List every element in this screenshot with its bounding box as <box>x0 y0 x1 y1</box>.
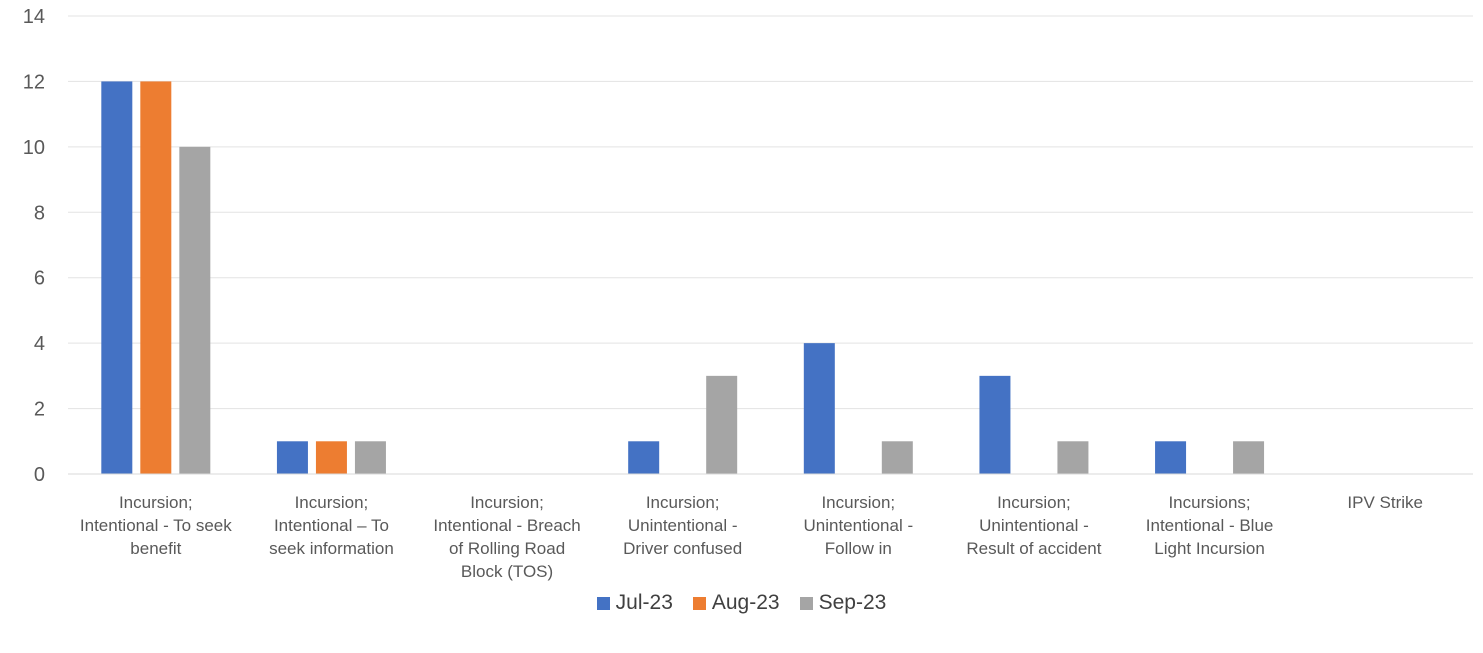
x-category-label-line: Driver confused <box>623 539 742 558</box>
x-category-label-line: Incursion; <box>470 493 544 512</box>
x-category-label-7: Incursions; Intentional - Blue Light Incur… <box>1146 493 1274 558</box>
x-category-label-5: Incursion; Unintentional - Follow in <box>804 493 914 558</box>
bars <box>101 81 1265 474</box>
bar-sep-23-cat-5 <box>881 441 913 474</box>
legend-label-aug-23: Aug-23 <box>711 591 780 614</box>
x-category-label-line: Result of accident <box>966 539 1101 558</box>
y-tick-label-12: 12 <box>23 71 45 93</box>
x-category-label-8: IPV Strike <box>1347 493 1423 512</box>
x-category-label-line: Intentional – To <box>274 516 389 535</box>
x-category-label-line: Incursion; <box>821 493 895 512</box>
x-axis-category-labels: Incursion; Intentional - To seek benefitIn… <box>80 493 1423 581</box>
x-category-label-4: Incursion; Unintentional - Driver confused <box>623 493 742 558</box>
y-tick-label-0: 0 <box>34 464 45 486</box>
bar-jul-23-cat-7 <box>1155 441 1187 474</box>
y-tick-label-4: 4 <box>34 333 45 355</box>
x-category-label-line: Unintentional - <box>804 516 914 535</box>
y-tick-label-10: 10 <box>23 137 45 159</box>
x-category-label-line: IPV Strike <box>1347 493 1423 512</box>
legend-item-sep-23: Sep-23 <box>799 591 887 615</box>
bar-jul-23-cat-1 <box>101 81 133 474</box>
bar-jul-23-cat-6 <box>979 375 1011 474</box>
x-category-label-1: Incursion; Intentional - To seek benefit <box>80 493 232 558</box>
y-tick-label-2: 2 <box>34 399 45 421</box>
x-category-label-line: Incursion; <box>119 493 193 512</box>
y-tick-label-6: 6 <box>34 268 45 290</box>
y-tick-label-8: 8 <box>34 202 45 224</box>
x-category-label-line: Intentional - Blue <box>1146 516 1274 535</box>
x-category-label-line: Unintentional - <box>628 516 738 535</box>
y-axis-tick-labels: 0 2 4 6 8 10 12 14 <box>23 6 45 486</box>
legend: Jul-23 Aug-23 Sep-23 <box>0 588 1483 618</box>
legend-swatch-jul-23 <box>596 596 610 610</box>
bar-sep-23-cat-7 <box>1233 441 1265 474</box>
x-category-label-line: benefit <box>130 539 181 558</box>
x-category-label-6: Incursion; Unintentional - Result of accid… <box>966 493 1101 558</box>
bar-jul-23-cat-5 <box>803 343 835 474</box>
x-category-label-line: Light Incursion <box>1154 539 1265 558</box>
x-category-label-2: Incursion; Intentional – To seek informati… <box>269 493 394 558</box>
legend-swatch-aug-23 <box>692 596 706 610</box>
legend-label-sep-23: Sep-23 <box>818 591 887 614</box>
bar-sep-23-cat-1 <box>179 146 211 474</box>
x-category-label-line: Block (TOS) <box>461 562 553 581</box>
bar-aug-23-cat-2 <box>315 441 347 474</box>
x-category-label-line: Incursions; <box>1168 493 1250 512</box>
legend-swatch-sep-23 <box>799 596 813 610</box>
legend-item-aug-23: Aug-23 <box>692 591 780 615</box>
bar-sep-23-cat-6 <box>1057 441 1089 474</box>
bar-aug-23-cat-1 <box>140 81 172 474</box>
bar-sep-23-cat-4 <box>706 375 738 474</box>
x-category-label-line: Incursion; <box>295 493 369 512</box>
legend-item-jul-23: Jul-23 <box>596 591 673 615</box>
x-category-label-line: seek information <box>269 539 394 558</box>
gridlines <box>68 15 1473 410</box>
x-category-label-line: Incursion; <box>997 493 1071 512</box>
bar-jul-23-cat-2 <box>276 441 308 474</box>
x-category-label-line: Intentional - To seek <box>80 516 232 535</box>
bar-jul-23-cat-4 <box>628 441 660 474</box>
legend-label-jul-23: Jul-23 <box>615 591 673 614</box>
bar-sep-23-cat-2 <box>354 441 386 474</box>
x-category-label-line: of Rolling Road <box>449 539 565 558</box>
x-category-label-line: Follow in <box>825 539 892 558</box>
x-category-label-line: Incursion; <box>646 493 720 512</box>
y-tick-label-14: 14 <box>23 6 45 28</box>
x-category-label-3: Incursion; Intentional - Breach of Rolling… <box>433 493 580 581</box>
x-category-label-line: Unintentional - <box>979 516 1089 535</box>
x-category-label-line: Intentional - Breach <box>433 516 580 535</box>
